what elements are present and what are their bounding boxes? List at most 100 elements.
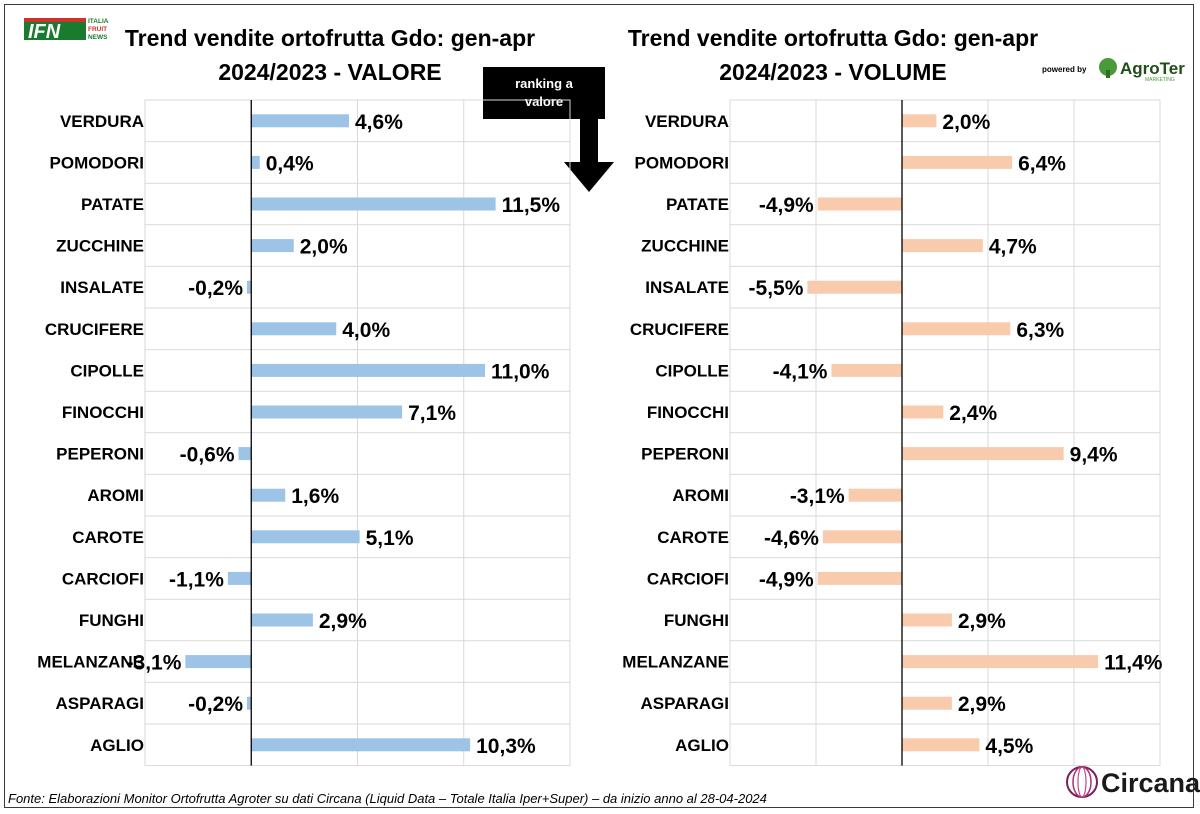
bar-volume-crucifere bbox=[902, 322, 1011, 336]
bar-volume-verdura bbox=[902, 114, 937, 128]
ifn-logo: IFN ITALIA FRUIT NEWS bbox=[24, 18, 109, 43]
category-label: CIPOLLE bbox=[655, 361, 729, 380]
category-label: AGLIO bbox=[90, 736, 144, 755]
category-label: FINOCCHI bbox=[62, 403, 144, 422]
category-label: FUNGHI bbox=[79, 611, 144, 630]
category-label: INSALATE bbox=[645, 278, 729, 297]
ifn-logo-main: IFN bbox=[28, 21, 61, 43]
bar-volume-carote bbox=[822, 530, 902, 544]
data-label: -3,1% bbox=[790, 485, 845, 508]
category-label: CRUCIFERE bbox=[45, 320, 144, 339]
circana-icon bbox=[1066, 766, 1098, 798]
category-label: PATATE bbox=[81, 195, 144, 214]
category-label: AGLIO bbox=[675, 736, 729, 755]
data-label: -4,9% bbox=[759, 568, 814, 591]
data-label: 2,9% bbox=[958, 610, 1006, 633]
data-label: -0,2% bbox=[188, 277, 243, 300]
category-label: POMODORI bbox=[635, 153, 729, 172]
bar-valore-funghi bbox=[251, 613, 313, 627]
bar-volume-zucchine bbox=[902, 239, 983, 253]
chart-volume-title-line1: Trend vendite ortofrutta Gdo: gen-apr bbox=[628, 25, 1038, 51]
bar-volume-asparagi bbox=[902, 696, 952, 710]
bar-volume-cipolle bbox=[831, 363, 902, 377]
bar-volume-patate bbox=[817, 197, 902, 211]
bar-valore-carote bbox=[251, 530, 360, 544]
category-label: INSALATE bbox=[60, 278, 144, 297]
data-label: -4,6% bbox=[764, 527, 819, 550]
category-label: AROMI bbox=[87, 486, 144, 505]
chart-volume-title-line2: 2024/2023 - VOLUME bbox=[719, 59, 947, 85]
bar-valore-insalate bbox=[247, 280, 252, 294]
data-label: -3,1% bbox=[127, 652, 182, 675]
bar-volume-aglio bbox=[902, 738, 980, 752]
bar-volume-peperoni bbox=[902, 447, 1064, 461]
category-label: VERDURA bbox=[645, 112, 729, 131]
circana-logo-text: Circana. bbox=[1101, 768, 1200, 798]
figure-frame bbox=[4, 4, 1194, 808]
bar-valore-verdura bbox=[251, 114, 349, 128]
data-label: 1,6% bbox=[291, 485, 339, 508]
data-label: 6,4% bbox=[1018, 152, 1066, 175]
data-label: 4,5% bbox=[985, 735, 1033, 758]
agroter-logo: powered by AgroTer MARKETING bbox=[1042, 58, 1185, 83]
category-label: PEPERONI bbox=[641, 445, 729, 464]
chart-volume: VERDURA 2,0% POMODORI 6,4% PATATE -4,9% ZUCCHI… bbox=[622, 99, 1163, 767]
data-label: 10,3% bbox=[476, 735, 536, 758]
footer-source: Fonte: Elaborazioni Monitor Ortofrutta A… bbox=[8, 791, 767, 806]
category-label: MELANZANE bbox=[622, 653, 729, 672]
category-label: PEPERONI bbox=[56, 445, 144, 464]
category-label: ASPARAGI bbox=[56, 694, 144, 713]
data-label: 4,0% bbox=[342, 319, 390, 342]
category-label: MELANZANE bbox=[37, 653, 144, 672]
bar-valore-aromi bbox=[251, 488, 286, 502]
category-label: CARCIOFI bbox=[62, 569, 144, 588]
tree-icon bbox=[1099, 58, 1117, 76]
category-label: ASPARAGI bbox=[641, 694, 729, 713]
bar-valore-melanzane bbox=[185, 655, 252, 669]
category-label: ZUCCHINE bbox=[641, 237, 729, 256]
bar-valore-finocchi bbox=[251, 405, 403, 419]
bar-volume-aromi bbox=[848, 488, 902, 502]
data-label: 2,4% bbox=[949, 402, 997, 425]
data-label: 5,1% bbox=[366, 527, 414, 550]
data-label: -4,9% bbox=[759, 194, 814, 217]
data-label: 11,0% bbox=[491, 360, 550, 383]
ifn-logo-line3: NEWS bbox=[88, 34, 108, 41]
chart-valore-title-line2: 2024/2023 - VALORE bbox=[218, 59, 441, 85]
bar-volume-finocchi bbox=[902, 405, 944, 419]
category-label: CRUCIFERE bbox=[630, 320, 729, 339]
category-label: FINOCCHI bbox=[647, 403, 729, 422]
bar-valore-peperoni bbox=[238, 447, 252, 461]
data-label: 9,4% bbox=[1070, 444, 1118, 467]
bar-valore-patate bbox=[251, 197, 496, 211]
chart-valore: VERDURA 4,6% POMODORI 0,4% PATATE 11,5% ZUCCHI… bbox=[37, 99, 571, 767]
down-arrow-icon bbox=[564, 119, 614, 192]
data-label: -0,6% bbox=[180, 444, 235, 467]
bar-valore-carciofi bbox=[227, 571, 252, 585]
ranking-annotation-line1: ranking a bbox=[515, 76, 574, 91]
agroter-tagline: MARKETING bbox=[1145, 77, 1175, 83]
data-label: -5,5% bbox=[749, 277, 804, 300]
category-label: CARCIOFI bbox=[647, 569, 729, 588]
bar-valore-pomodori bbox=[251, 155, 260, 169]
agroter-logo-text: AgroTer bbox=[1120, 59, 1185, 78]
data-label: 4,6% bbox=[355, 111, 403, 134]
bar-valore-zucchine bbox=[251, 239, 294, 253]
category-label: CAROTE bbox=[657, 528, 729, 547]
bar-valore-aglio bbox=[251, 738, 471, 752]
data-label: 11,4% bbox=[1104, 652, 1163, 675]
ranking-annotation-line2: valore bbox=[525, 94, 563, 109]
data-label: 4,7% bbox=[989, 236, 1037, 259]
data-label: 7,1% bbox=[408, 402, 456, 425]
bar-valore-asparagi bbox=[247, 696, 252, 710]
category-label: CAROTE bbox=[72, 528, 144, 547]
ranking-annotation: ranking a valore bbox=[483, 67, 614, 192]
category-label: AROMI bbox=[672, 486, 729, 505]
data-label: 2,9% bbox=[319, 610, 367, 633]
data-label: 2,0% bbox=[942, 111, 990, 134]
data-label: -0,2% bbox=[188, 693, 243, 716]
bar-volume-funghi bbox=[902, 613, 952, 627]
data-label: 11,5% bbox=[502, 194, 561, 217]
category-label: POMODORI bbox=[50, 153, 144, 172]
